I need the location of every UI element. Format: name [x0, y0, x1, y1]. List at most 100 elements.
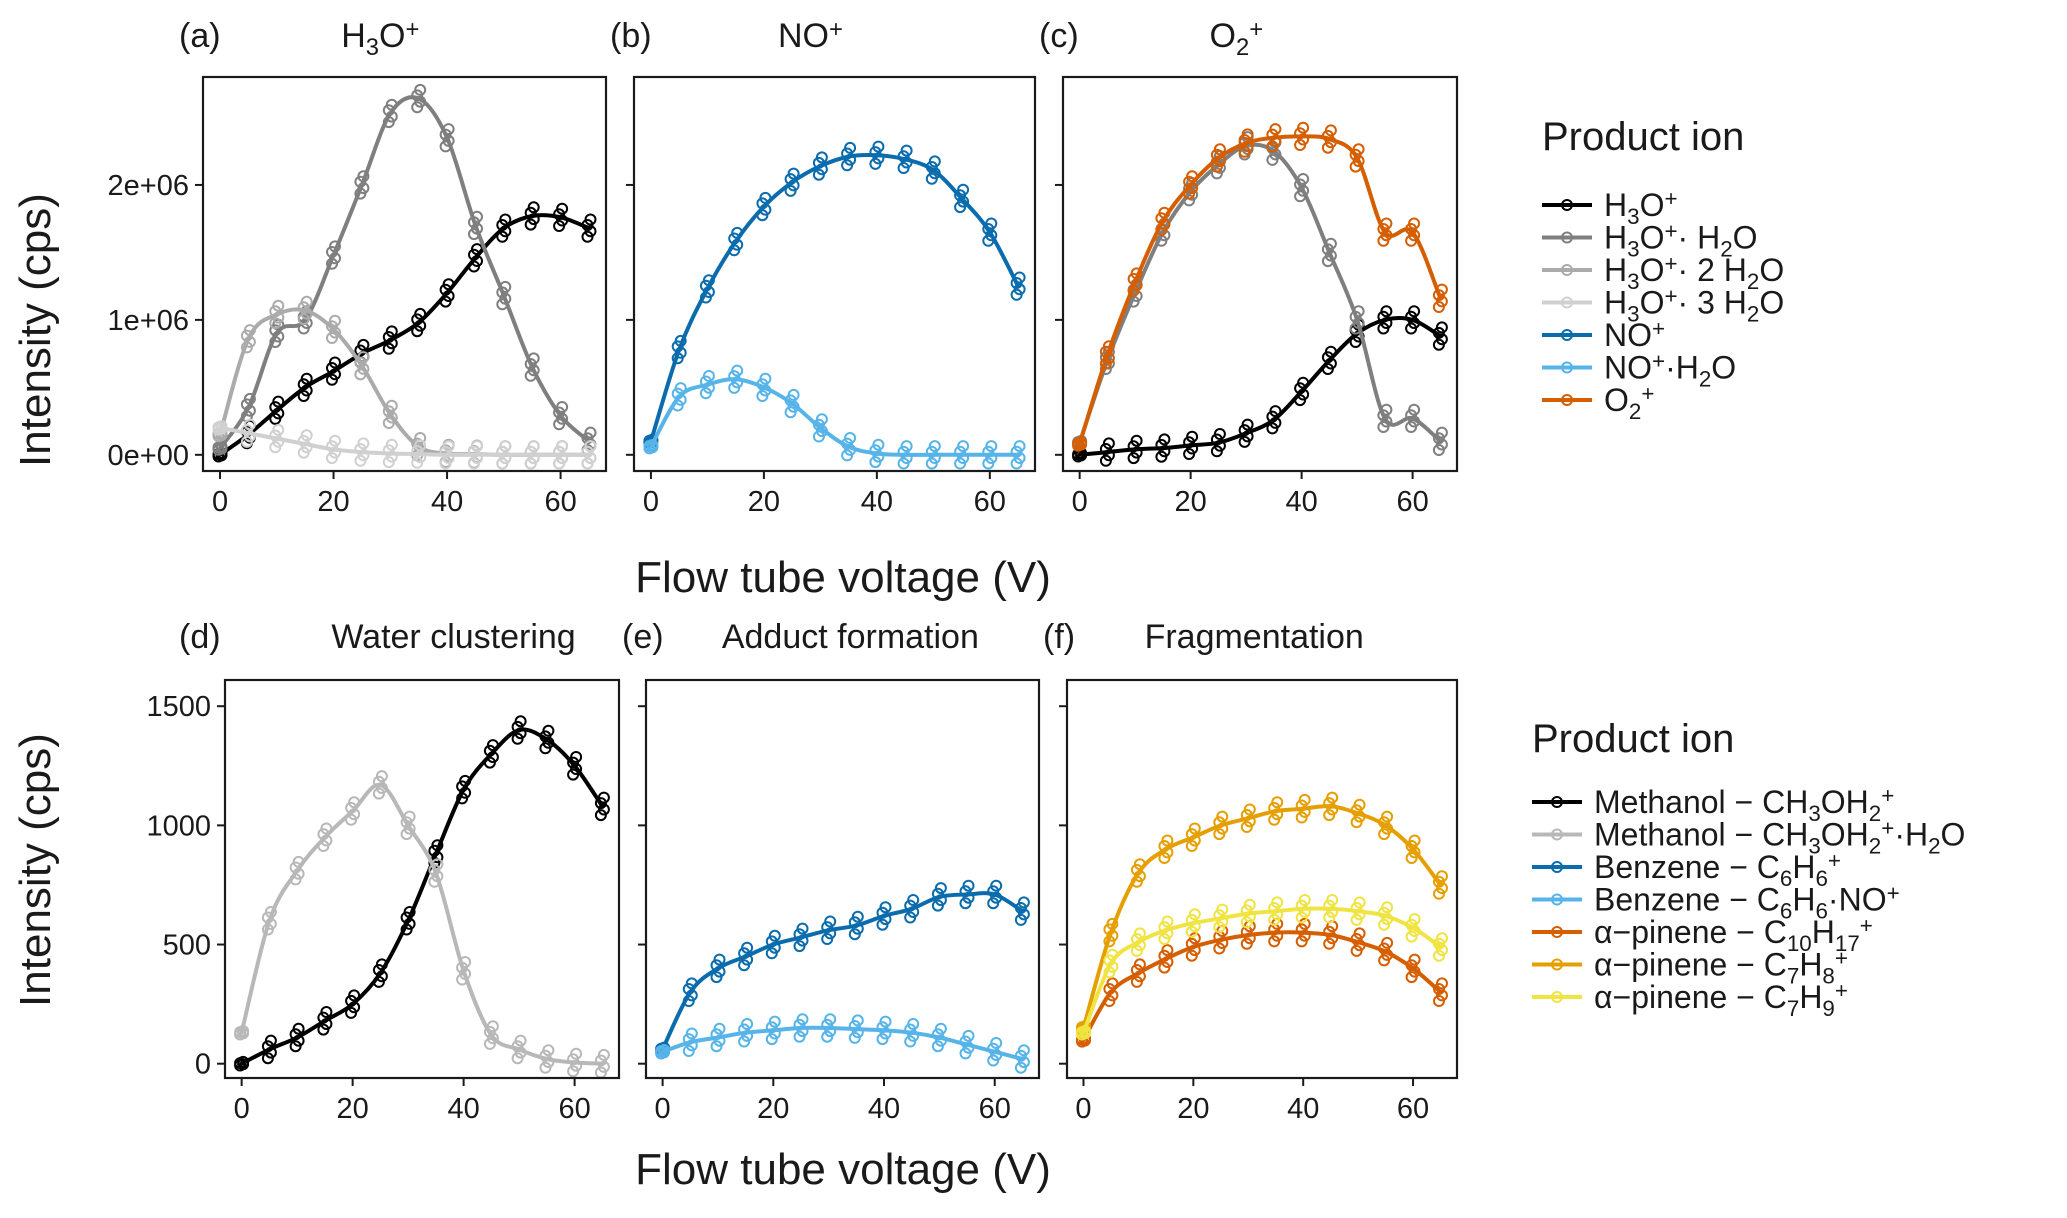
y-tick-label: 500 — [163, 930, 211, 962]
data-point — [1075, 436, 1088, 449]
data-point — [1380, 403, 1393, 416]
x-tick-label: 60 — [979, 1093, 1011, 1125]
x-tick-label: 60 — [1397, 1093, 1429, 1125]
data-point — [357, 362, 370, 375]
data-point — [900, 440, 913, 453]
data-point — [990, 1049, 1003, 1061]
legend-label: NO+ — [1604, 316, 1665, 353]
data-point — [1269, 405, 1282, 418]
legend-key-point — [1561, 199, 1573, 211]
data-point — [1297, 376, 1310, 389]
data-point — [759, 191, 772, 204]
x-tick-label: 0 — [655, 1093, 671, 1125]
data-point — [385, 98, 398, 111]
data-point — [556, 412, 569, 425]
legend-item: O2+ — [1542, 381, 1654, 424]
data-point — [1130, 267, 1143, 280]
data-point — [459, 956, 472, 968]
data-point — [597, 803, 610, 816]
legend-key-point — [1551, 991, 1563, 1003]
data-point — [320, 1006, 333, 1018]
data-point — [1408, 217, 1421, 230]
data-point — [768, 1027, 781, 1040]
series-f-2 — [1076, 894, 1448, 1041]
panel-title: Fragmentation — [1145, 618, 1364, 656]
x-tick-label: 40 — [1285, 486, 1317, 518]
data-point — [414, 95, 427, 108]
data-point — [414, 451, 427, 464]
data-point — [471, 255, 483, 267]
data-point — [272, 299, 285, 312]
data-point — [431, 839, 444, 852]
data-point — [1017, 1044, 1030, 1057]
data-point — [329, 240, 341, 253]
data-point — [1188, 822, 1201, 835]
data-point — [1271, 808, 1284, 821]
data-point — [584, 452, 597, 464]
y-tick-label: 1e+06 — [108, 305, 189, 337]
data-point — [1017, 1056, 1030, 1069]
data-point — [1324, 124, 1337, 137]
data-point — [542, 724, 555, 737]
y-tick-label: 1500 — [146, 691, 211, 723]
x-tick-label: 20 — [317, 486, 349, 518]
data-point — [1106, 929, 1119, 942]
data-point — [459, 967, 472, 980]
panel-tag: (d) — [179, 618, 221, 656]
data-point — [1013, 271, 1026, 284]
data-point — [1324, 345, 1337, 358]
data-point — [385, 337, 398, 350]
data-point — [796, 922, 809, 935]
data-point — [215, 420, 228, 433]
data-point — [1353, 896, 1366, 909]
fit-line — [1081, 804, 1443, 1030]
data-point — [1102, 449, 1115, 462]
data-point — [514, 727, 527, 740]
data-point — [900, 452, 913, 464]
legend-label: α−pinene − C7H9+ — [1594, 978, 1848, 1021]
data-point — [357, 170, 370, 183]
x-axis-title-top: Flow tube voltage (V) — [635, 553, 1051, 602]
x-tick-label: 60 — [1396, 486, 1428, 518]
panel-frame — [644, 678, 1041, 1080]
data-point — [741, 1018, 754, 1030]
data-point — [713, 1034, 726, 1047]
data-point — [556, 214, 569, 227]
data-point — [1216, 810, 1229, 823]
legend-key-point — [1551, 926, 1563, 938]
data-point — [1269, 416, 1282, 429]
data-point — [264, 1046, 277, 1059]
data-point — [713, 1022, 726, 1035]
data-point — [768, 941, 781, 954]
data-point — [320, 834, 333, 847]
data-point — [1381, 936, 1394, 949]
data-point — [1324, 136, 1337, 149]
data-point — [1408, 403, 1421, 416]
data-point — [962, 1029, 975, 1042]
data-point — [514, 1034, 527, 1047]
data-point — [1133, 970, 1146, 983]
legend-label: Benzene − C6H6·NO+ — [1594, 881, 1900, 924]
data-point — [1408, 317, 1421, 329]
data-point — [272, 311, 285, 324]
data-point — [385, 450, 398, 463]
x-tick-label: 40 — [868, 1093, 900, 1125]
x-tick-label: 40 — [861, 486, 893, 518]
data-point — [928, 440, 941, 453]
data-point — [685, 1027, 698, 1040]
data-point — [570, 1047, 583, 1060]
panel-frame — [632, 75, 1037, 473]
data-point — [292, 1034, 305, 1047]
data-point — [1161, 956, 1174, 968]
data-point — [300, 429, 313, 442]
data-point — [1133, 958, 1146, 971]
data-point — [1297, 184, 1310, 197]
legend-item: H3O+ — [1542, 186, 1678, 229]
data-point — [1106, 989, 1119, 1002]
y-tick-label: 0 — [195, 1049, 211, 1081]
data-point — [1380, 229, 1393, 242]
data-point — [1161, 927, 1174, 940]
data-point — [1297, 388, 1310, 401]
data-point — [1188, 944, 1201, 957]
